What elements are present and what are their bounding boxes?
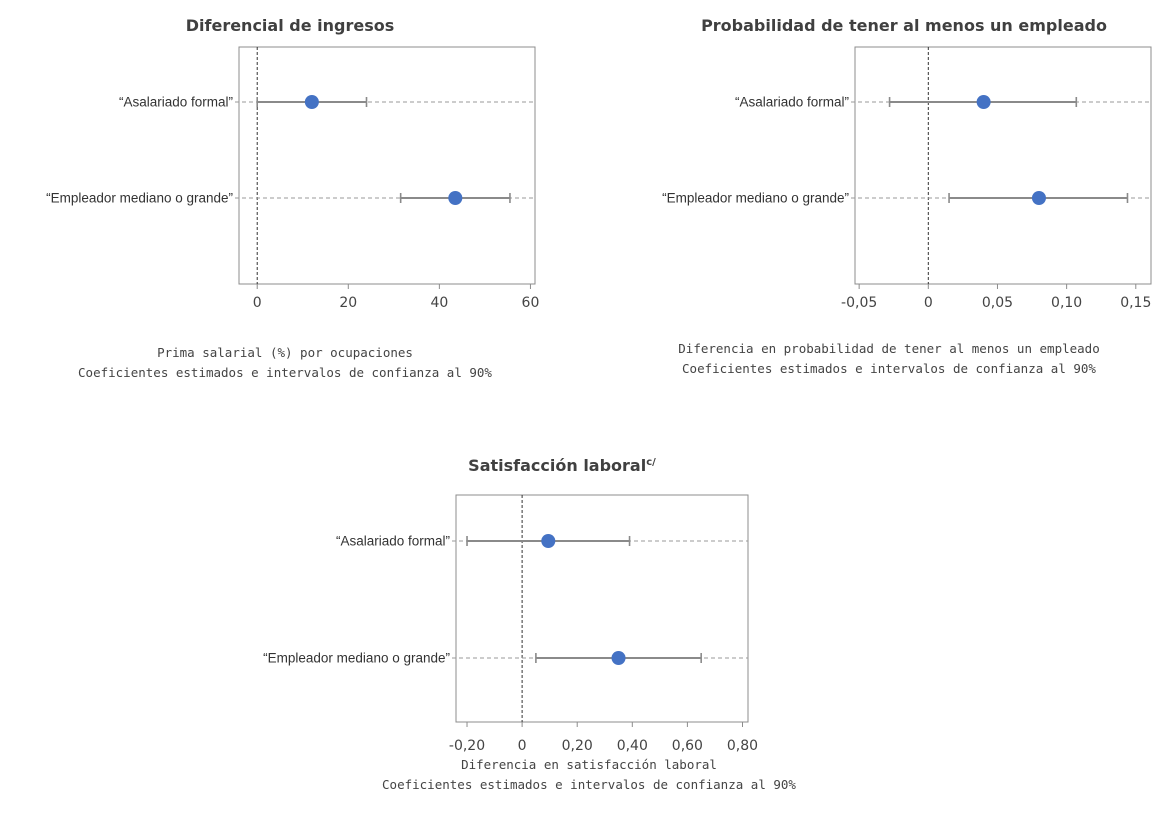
category-label: “Empleador mediano o grande” — [263, 651, 450, 666]
x-tick-label: 0,15 — [1120, 295, 1151, 311]
chart-title: Satisfacción laboralc/ — [468, 456, 656, 475]
axis-note: Diferencia en satisfacción laboral — [461, 757, 717, 772]
x-tick-label: 0,10 — [1051, 295, 1082, 311]
x-tick-label: 0,60 — [672, 738, 703, 754]
x-tick-label: 0,80 — [727, 738, 758, 754]
chart-title-text: Probabilidad de tener al menos un emplea… — [701, 16, 1107, 35]
point-estimate — [1031, 191, 1046, 205]
plot-frame — [854, 46, 1152, 285]
axis-note: Coeficientes estimados e intervalos de c… — [682, 361, 1096, 376]
chart-title-superscript: c/ — [646, 457, 656, 468]
category-label: “Asalariado formal” — [735, 95, 849, 110]
x-tick-label: -0,20 — [449, 738, 485, 754]
axis-note: Prima salarial (%) por ocupaciones — [157, 345, 413, 360]
plot-frame — [455, 494, 749, 723]
chart-panel-3: Satisfacción laboralc/ -0,20 0 0,20 0,40 0,60… — [263, 456, 796, 792]
x-tick-label: 0 — [253, 295, 262, 311]
axis-note: Diferencia en probabilidad de tener al m… — [678, 341, 1099, 356]
chart-panel-2: Probabilidad de tener al menos un emplea… — [662, 16, 1152, 376]
category-label: “Empleador mediano o grande” — [46, 191, 233, 206]
category-label: “Asalariado formal” — [336, 534, 450, 549]
point-estimate — [976, 95, 991, 109]
x-tick-label: 40 — [430, 295, 448, 311]
axis-note: Coeficientes estimados e intervalos de c… — [382, 777, 796, 792]
category-label: “Empleador mediano o grande” — [662, 191, 849, 206]
point-estimate — [611, 651, 626, 665]
x-tick-label: 0 — [924, 295, 933, 311]
x-tick-label: 20 — [339, 295, 357, 311]
x-tick-label: 0,20 — [562, 738, 593, 754]
chart-title: Probabilidad de tener al menos un emplea… — [701, 16, 1107, 35]
point-estimate — [448, 191, 463, 205]
category-label: “Asalariado formal” — [119, 95, 233, 110]
x-tick-label: -0,05 — [841, 295, 877, 311]
point-estimate — [541, 534, 556, 548]
x-tick-label: 0,40 — [617, 738, 648, 754]
plot-frame — [238, 46, 536, 285]
chart-panel-1: Diferencial de ingresos 0 20 40 60 “Asalariad… — [46, 16, 539, 380]
point-estimate — [304, 95, 319, 109]
x-tick-label: 0 — [518, 738, 527, 754]
x-tick-label: 0,05 — [982, 295, 1013, 311]
chart-title: Diferencial de ingresos — [186, 16, 395, 35]
x-tick-label: 60 — [522, 295, 540, 311]
chart-title-text: Satisfacción laboral — [468, 456, 646, 475]
chart-title-text: Diferencial de ingresos — [186, 16, 395, 35]
axis-note: Coeficientes estimados e intervalos de c… — [78, 365, 492, 380]
